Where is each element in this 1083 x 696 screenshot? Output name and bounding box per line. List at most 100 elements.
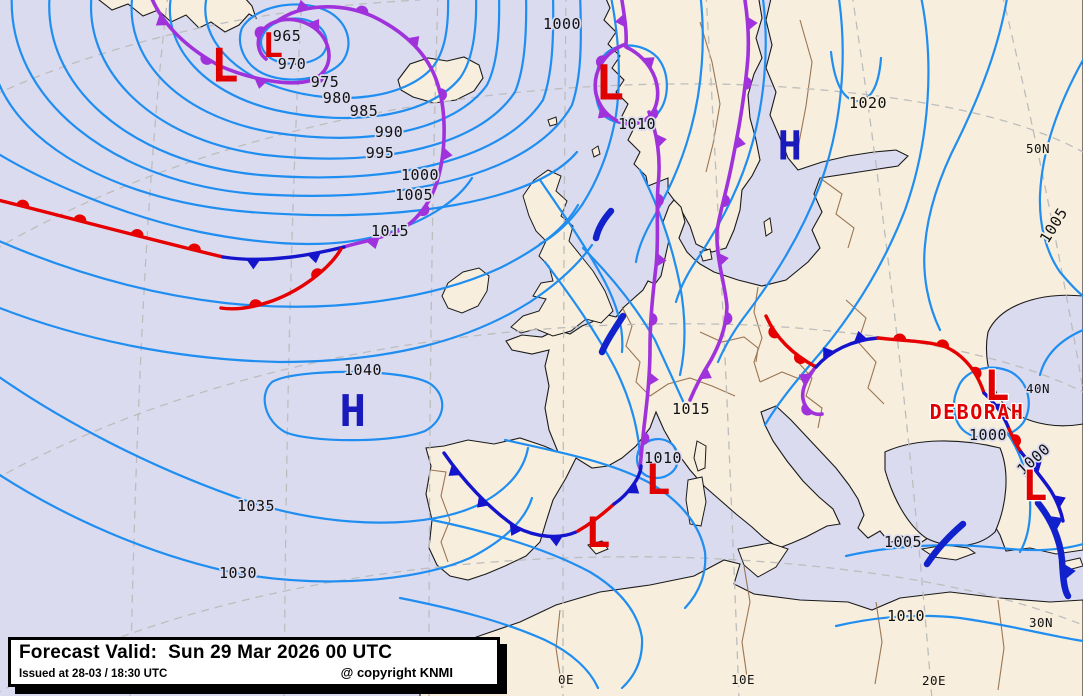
occluded-front-semicircle [355,5,369,15]
upper-front-belgium [598,312,627,356]
cold-front-triangle [307,252,322,264]
forecast-valid-time: Sun 29 Mar 2026 00 UTC [168,642,393,663]
occluded-front-semicircle [801,404,813,416]
high-pressure-center: H [340,386,367,437]
warm-front-semicircle [768,326,779,339]
cold-front-triangle [448,464,461,476]
occluded-front-semicircle [254,26,265,39]
isobar [0,82,579,217]
warm-front-semicircle [16,199,30,208]
occluded-front-semicircle [642,431,650,445]
warm-front-semicircle [130,229,144,238]
island [587,540,609,555]
isobar [0,243,594,364]
issued-at-text: Issued at 28-03 / 18:30 UTC [19,668,168,680]
graticule-line [0,83,1083,248]
isobar [581,246,690,414]
isobar [638,168,686,377]
isobar [829,50,883,103]
occluded-front-semicircle [724,312,733,325]
isobar-label-1010: 1010 [618,115,656,133]
cold-front-carpathia [814,336,880,369]
isobar [634,0,704,264]
country-border [699,331,759,363]
occluded-front-semicircle [200,54,213,65]
forecast-info-box: Forecast Valid: Sun 29 Mar 2026 00 UTC I… [8,637,500,687]
warm-seg-deborah [1007,427,1023,454]
island [763,217,773,237]
landmass-greenland [98,0,257,33]
isobar [716,0,844,364]
occluded-arm-west [274,5,446,249]
graticule-line [428,0,439,696]
country-border [797,19,813,149]
island [737,542,789,578]
low-pressure-center: L [1022,461,1048,510]
landmass-iceland [397,56,484,104]
graticule-line [283,0,303,696]
cold-front-triangle [548,536,563,547]
occluded-front-semicircle [418,204,430,217]
cold-front-triangle [246,259,261,270]
island [441,267,490,314]
occluded-front-triangle [307,19,320,32]
isobar-label-1015: 1015 [371,222,409,240]
cold-front-liguria [612,464,643,506]
occluded-spiral-west [150,0,331,85]
isobar-label-1010: 1010 [644,449,682,467]
occluded-norway-tail [638,110,661,470]
forecast-valid-title: Forecast Valid: Sun 29 Mar 2026 00 UTC [19,642,489,664]
isobar-label-1020: 1020 [849,94,887,112]
graticule-line [1002,0,1083,391]
isobar [89,0,528,160]
cold-front-atlantic [221,245,346,262]
country-border [649,377,736,397]
cold-front-triangle [994,403,1007,416]
isobar-label-1005: 1005 [884,533,922,551]
isobar [1003,428,1032,554]
isobar-label-1010: 1010 [887,607,925,625]
occluded-front-triangle [747,16,758,31]
occluded-baltic [688,0,751,402]
occluded-front-triangle [656,252,667,267]
low-pressure-center: L [984,361,1010,410]
occluded-front-triangle [734,135,746,150]
upper-front-triangle [1062,562,1076,581]
isobar [834,614,1083,643]
isobar-label-1030: 1030 [219,564,257,582]
cold-front-triangle [627,481,640,494]
warm-front-semicircle [311,268,323,279]
occluded-front-triangle [366,237,380,249]
isobar [204,0,450,99]
occluded-front-semicircle [439,88,447,102]
country-border [845,299,885,405]
country-border [874,601,883,685]
sea-aegean [884,440,1007,547]
isobar [543,260,642,457]
warm-front-semicircle [188,243,201,252]
country-border [819,177,855,249]
island [685,476,707,527]
island [693,440,707,472]
occluded-front-triangle [655,133,667,148]
isobar [763,0,930,427]
warm-front-semicircle [936,339,950,348]
isobar [398,596,600,690]
warm-front-semicircle [794,353,806,364]
sea-black-sea [985,294,1083,427]
country-border [429,469,451,563]
isobar [430,518,644,690]
low-pressure-center: L [585,508,611,557]
warm-front-semicircle [1011,434,1022,447]
island [547,116,558,127]
isobar [168,0,478,120]
low-pressure-center: L [263,26,284,66]
graticule-line [705,0,740,696]
warm-front-carpathia [764,314,818,369]
isobar [635,438,679,480]
isobar [0,153,474,246]
occluded-front-triangle [717,252,729,267]
occluded-front-triangle [642,57,655,69]
storm-name-label: DEBORAH [930,400,1025,424]
isobar-label-1035: 1035 [237,497,275,515]
